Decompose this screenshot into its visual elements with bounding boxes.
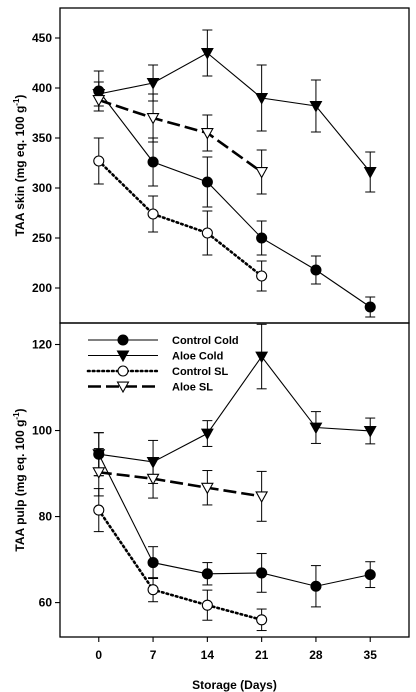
legend-label-aloe-sl: Aloe SL xyxy=(172,382,213,394)
skin-point-aloe-sl xyxy=(200,128,214,140)
legend-marker-aloe-sl xyxy=(116,381,130,394)
skin-point-aloe-sl xyxy=(255,167,269,179)
skin-series-aloe-sl xyxy=(92,88,269,195)
pulp-point-aloe-sl xyxy=(200,482,214,495)
legend-label-control-cold: Control Cold xyxy=(172,335,239,347)
pulp-point-aloe-cold xyxy=(200,428,214,441)
pulp-point-aloe-cold xyxy=(309,422,323,435)
pulp-series-aloe-sl xyxy=(92,448,269,522)
skin-frame xyxy=(59,7,410,324)
legend-label-aloe-cold: Aloe Cold xyxy=(172,351,223,363)
pulp-point-control-sl xyxy=(93,504,105,516)
skin-y-tick-label: 250 xyxy=(32,231,52,245)
legend-marker-aloe-cold xyxy=(116,350,130,363)
pulp-point-aloe-cold xyxy=(255,351,269,364)
skin-point-control-sl xyxy=(147,208,159,220)
skin-y-tick-label: 350 xyxy=(32,131,52,145)
pulp-point-control-sl xyxy=(147,584,159,596)
skin-point-aloe-cold xyxy=(200,48,214,60)
pulp-series-aloe-cold xyxy=(92,323,377,484)
skin-point-control-sl xyxy=(93,155,105,167)
pulp-point-control-cold xyxy=(310,580,322,592)
skin-y-tick-label: 400 xyxy=(32,81,52,95)
pulp-point-control-cold xyxy=(364,569,376,581)
x-tick-label: 0 xyxy=(95,648,102,662)
skin-point-control-cold xyxy=(256,232,268,244)
pulp-series-control-cold xyxy=(93,432,376,608)
x-tick-label: 28 xyxy=(309,648,323,662)
pulp-point-control-sl xyxy=(201,599,213,611)
skin-y-tick-label: 300 xyxy=(32,181,52,195)
pulp-line-control-cold xyxy=(98,453,371,587)
pulp-point-aloe-sl xyxy=(146,473,160,486)
pulp-point-aloe-sl xyxy=(255,491,269,503)
legend-label-control-sl: Control SL xyxy=(172,366,228,378)
skin-point-aloe-cold xyxy=(146,78,160,90)
pulp-y-axis-label: TAA pulp (mg eq. 100 g-1) xyxy=(12,408,27,551)
skin-point-control-cold xyxy=(364,301,376,313)
skin-y-tick-label: 450 xyxy=(32,31,52,45)
x-tick-label: 7 xyxy=(150,648,157,662)
skin-point-aloe-cold xyxy=(309,101,323,113)
skin-line-aloe-sl xyxy=(98,98,263,174)
pulp-y-tick-label: 60 xyxy=(39,596,53,610)
skin-point-control-sl xyxy=(201,227,213,239)
skin-line-control-cold xyxy=(98,90,371,308)
pulp-series-control-sl xyxy=(93,488,268,632)
pulp-point-control-sl xyxy=(256,614,268,626)
skin-series-control-cold xyxy=(93,70,376,318)
skin-point-aloe-cold xyxy=(255,93,269,105)
skin-y-axis-label: TAA skin (mg eq. 100 g-1) xyxy=(12,95,27,237)
pulp-line-control-sl xyxy=(97,508,263,622)
pulp-point-aloe-cold xyxy=(363,426,377,438)
skin-point-control-sl xyxy=(256,270,268,282)
pulp-y-tick-label: 120 xyxy=(32,338,52,352)
x-axis: 0 7 14 21 28 35 Storage (Days) xyxy=(95,637,377,692)
pulp-frame xyxy=(59,322,410,638)
skin-point-control-cold xyxy=(201,176,213,188)
x-axis-label: Storage (Days) xyxy=(192,678,277,692)
skin-point-control-cold xyxy=(147,156,159,168)
skin-point-control-cold xyxy=(310,264,322,276)
pulp-line-aloe-cold xyxy=(98,355,371,463)
pulp-point-control-cold xyxy=(256,567,268,579)
x-tick-label: 21 xyxy=(255,648,269,662)
legend-marker-control-sl xyxy=(117,365,129,377)
pulp-point-control-cold xyxy=(201,568,213,580)
legend: Control Cold Aloe Cold Control SL Aloe SL xyxy=(86,334,239,394)
skin-panel: 200 250 300 350 400 450 TAA skin (mg eq. 100 g… xyxy=(12,7,410,324)
skin-point-aloe-sl xyxy=(146,113,160,125)
pulp-panel: 60 80 100 120 TAA pulp (mg eq. 100 g-1) xyxy=(12,322,410,638)
skin-point-aloe-cold xyxy=(363,167,377,179)
skin-line-control-sl xyxy=(97,159,263,278)
skin-point-aloe-sl xyxy=(92,95,106,107)
x-tick-label: 14 xyxy=(201,648,215,662)
pulp-point-aloe-sl xyxy=(92,467,106,479)
skin-y-tick-label: 200 xyxy=(32,281,52,295)
skin-line-aloe-cold xyxy=(98,52,371,173)
legend-marker-control-cold xyxy=(117,334,129,346)
skin-series-control-sl xyxy=(93,137,268,292)
x-tick-label: 35 xyxy=(364,648,378,662)
pulp-y-tick-label: 100 xyxy=(32,424,52,438)
pulp-y-tick-label: 80 xyxy=(39,510,53,524)
pulp-point-control-cold xyxy=(147,557,159,569)
pulp-line-aloe-sl xyxy=(98,470,262,498)
